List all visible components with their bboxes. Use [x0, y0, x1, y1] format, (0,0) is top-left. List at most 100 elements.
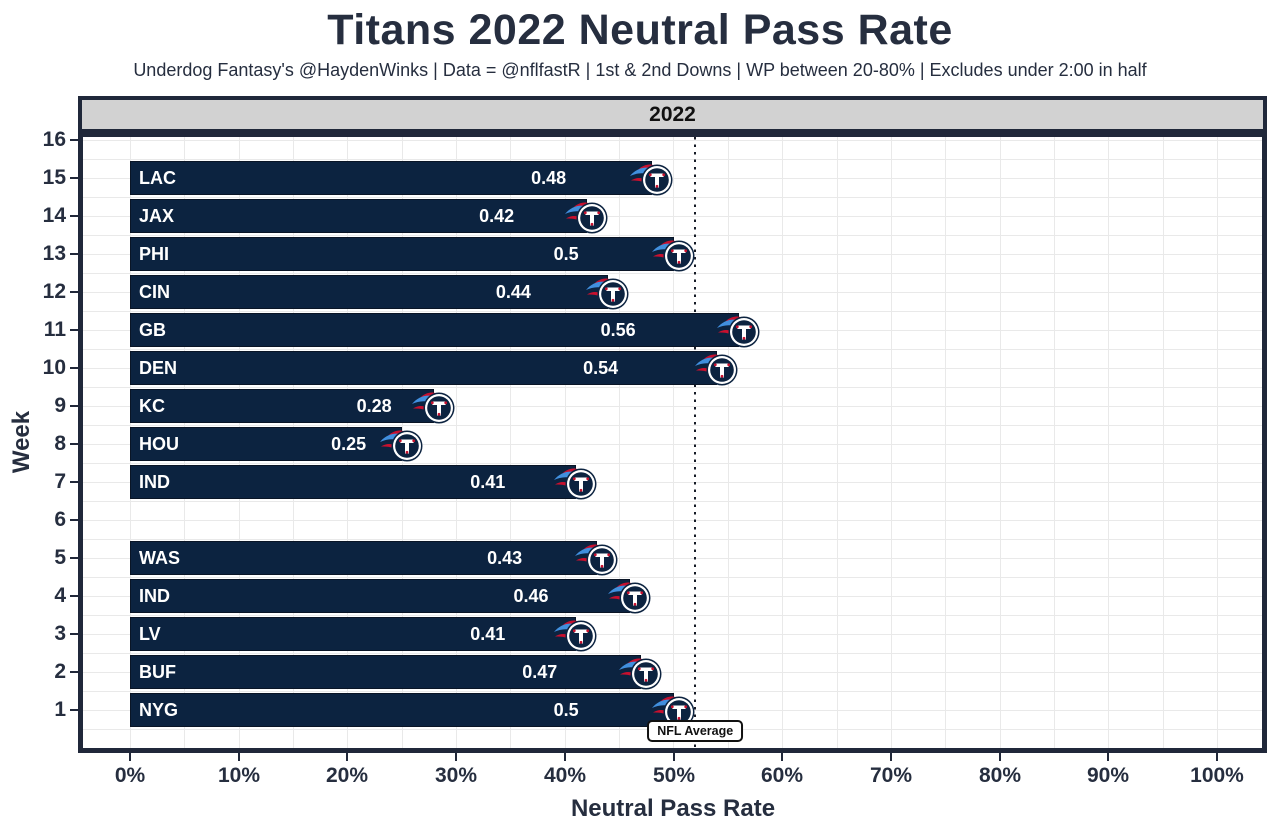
- nfl-average-label: NFL Average: [647, 720, 744, 742]
- y-tick: [70, 595, 78, 597]
- x-tick-label: 10%: [217, 764, 261, 787]
- bar: BUF 0.47: [130, 655, 662, 690]
- bar-opponent-label: BUF: [139, 662, 176, 682]
- y-tick-label: 11: [43, 318, 66, 341]
- y-tick-label: 2: [54, 660, 66, 683]
- x-axis-title: Neutral Pass Rate: [570, 795, 776, 822]
- y-tick-label: 6: [54, 508, 66, 531]
- gridline-h: [83, 691, 1262, 692]
- x-tick: [673, 753, 675, 761]
- x-tick: [346, 753, 348, 761]
- gridline-h: [83, 539, 1262, 540]
- bar-value-label: 0.28: [356, 396, 392, 416]
- bar-logo: [552, 616, 598, 659]
- x-tick: [890, 753, 892, 761]
- x-tick-label: 30%: [434, 764, 478, 787]
- bar-value-label: 0.44: [495, 282, 531, 302]
- y-tick-label: 15: [42, 166, 66, 189]
- y-tick: [70, 291, 78, 293]
- titans-logo-icon: [554, 468, 597, 500]
- titans-logo-icon: [630, 164, 673, 196]
- gridline-v: [1163, 137, 1164, 748]
- gridline-h: [83, 349, 1262, 350]
- gridline-h: [83, 520, 1262, 521]
- gridline-v: [945, 137, 946, 748]
- gridline-v: [1217, 137, 1218, 748]
- bar-opponent-label: WAS: [139, 548, 181, 568]
- bar-opponent-label: IND: [139, 586, 170, 606]
- facet-strip: 2022: [78, 96, 1267, 133]
- y-tick: [70, 367, 78, 369]
- x-tick: [1216, 753, 1218, 761]
- bar-opponent-label: KC: [139, 396, 165, 416]
- bar-value-label: 0.54: [583, 358, 619, 378]
- bar-opponent-label: IND: [139, 472, 170, 492]
- bar-logo: [650, 236, 696, 279]
- x-tick: [1107, 753, 1109, 761]
- gridline-h: [83, 311, 1262, 312]
- titans-logo-icon: [554, 620, 597, 652]
- gridline-h: [83, 444, 1262, 445]
- bar: IND 0.46: [130, 579, 651, 614]
- gridline-h: [83, 501, 1262, 502]
- gridline-h: [83, 425, 1262, 426]
- bar-opponent-label: PHI: [139, 244, 170, 264]
- gridline-h: [83, 558, 1262, 559]
- y-tick: [70, 519, 78, 521]
- y-tick-label: 14: [42, 204, 66, 227]
- bar: DEN 0.54: [130, 351, 738, 386]
- bar-opponent-label: HOU: [139, 434, 179, 454]
- bar: GB 0.56: [130, 313, 760, 348]
- y-tick: [70, 405, 78, 407]
- bar: WAS 0.43: [130, 541, 618, 576]
- y-tick: [70, 709, 78, 711]
- y-tick: [70, 329, 78, 331]
- y-tick: [70, 557, 78, 559]
- x-tick: [238, 753, 240, 761]
- titans-logo-icon: [652, 696, 695, 728]
- x-tick-label: 40%: [543, 764, 587, 787]
- gridline-v: [456, 137, 457, 748]
- bar: IND 0.41: [130, 465, 597, 500]
- gridline-h: [83, 596, 1262, 597]
- bar-logo: [552, 464, 598, 507]
- bar-logo: [617, 654, 663, 697]
- x-tick-label: 90%: [1086, 764, 1130, 787]
- x-tick-label: 60%: [760, 764, 804, 787]
- x-tick-label: 50%: [652, 764, 696, 787]
- plot-area: LAC 0.48 JAX 0.42 PHI 0.5 CIN 0.44 GB 0.56 DEN 0.54…: [83, 137, 1262, 748]
- bar: LV 0.41: [130, 617, 597, 652]
- gridline-h: [83, 197, 1262, 198]
- y-tick-label: 13: [42, 242, 66, 265]
- y-tick: [70, 671, 78, 673]
- bar-logo: [410, 388, 456, 431]
- bar: LAC 0.48: [130, 161, 673, 196]
- y-tick: [70, 443, 78, 445]
- x-tick-label: 20%: [325, 764, 369, 787]
- titans-logo-icon: [652, 240, 695, 272]
- bar-logo: [650, 692, 696, 735]
- gridline-v: [1108, 137, 1109, 748]
- bar-logo: [563, 198, 609, 241]
- bar: NYG 0.5: [130, 693, 695, 728]
- gridline-v: [837, 137, 838, 748]
- bar-value-label: 0.48: [531, 168, 567, 188]
- gridline-v: [673, 137, 674, 748]
- y-tick-label: 8: [54, 432, 66, 455]
- gridline-h: [83, 577, 1262, 578]
- titans-logo-icon: [565, 202, 608, 234]
- y-tick-label: 5: [54, 546, 66, 569]
- bar-value-label: 0.41: [470, 624, 506, 644]
- gridline-h: [83, 273, 1262, 274]
- titans-logo-icon: [380, 430, 423, 462]
- gridline-h: [83, 140, 1262, 141]
- y-tick-label: 7: [54, 470, 66, 493]
- bar-opponent-label: LAC: [139, 168, 176, 188]
- bar: KC 0.28: [130, 389, 455, 424]
- bar-logo: [606, 578, 652, 621]
- x-tick-label: 80%: [978, 764, 1022, 787]
- titans-logo-icon: [619, 658, 662, 690]
- y-tick-label: 10: [42, 356, 66, 379]
- bar-value-label: 0.46: [513, 586, 549, 606]
